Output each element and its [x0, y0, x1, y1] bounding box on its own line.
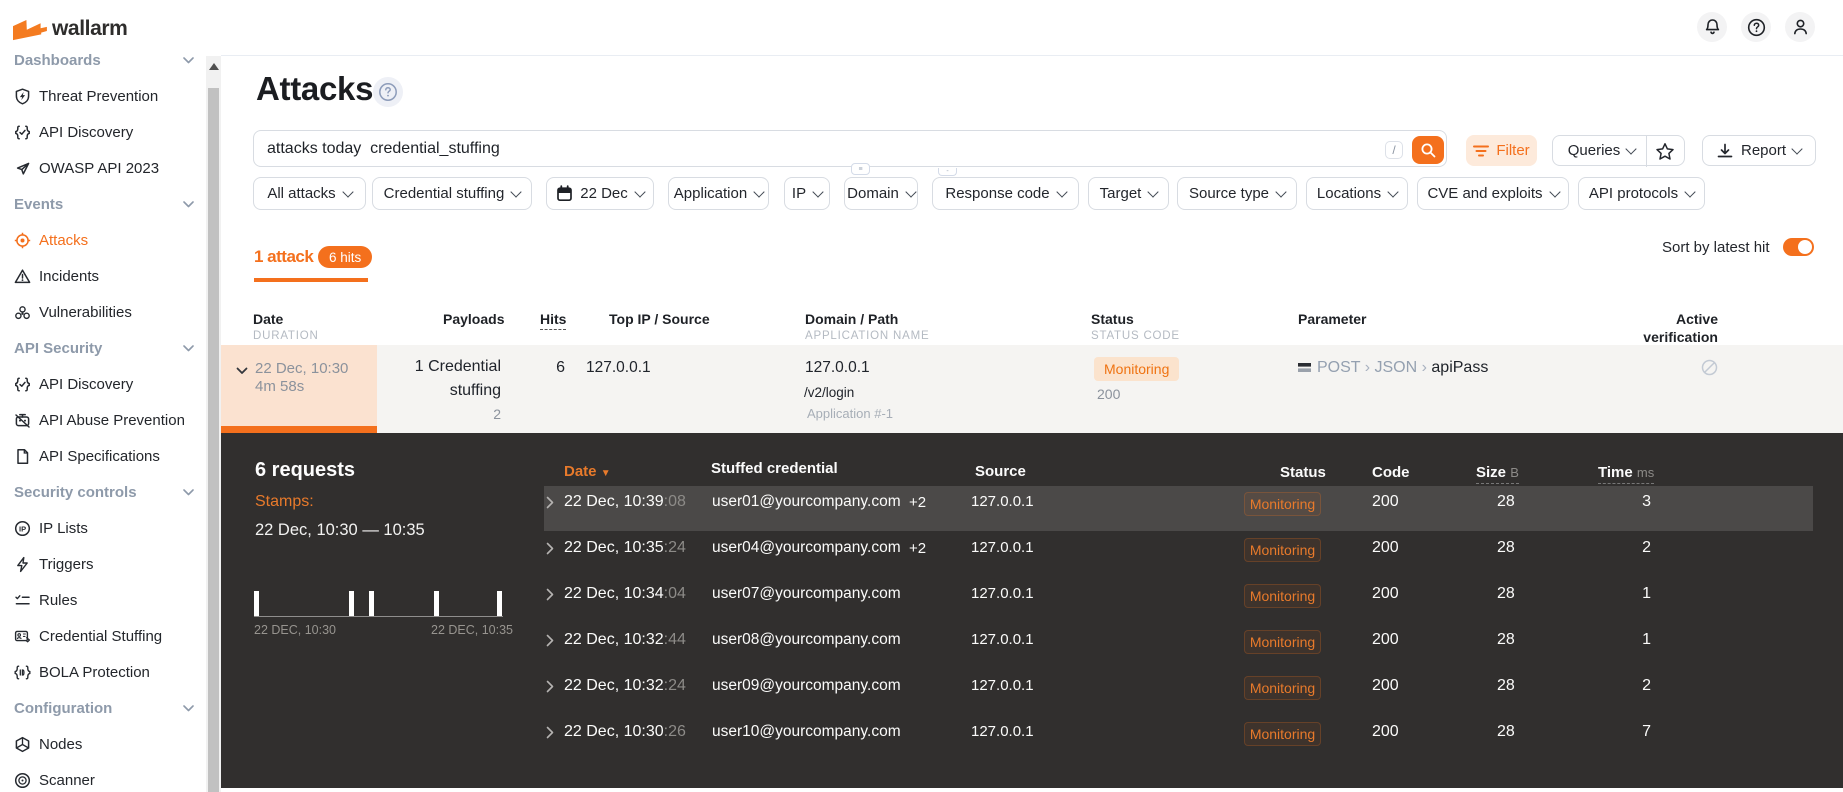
svg-text:IP: IP: [19, 524, 26, 533]
